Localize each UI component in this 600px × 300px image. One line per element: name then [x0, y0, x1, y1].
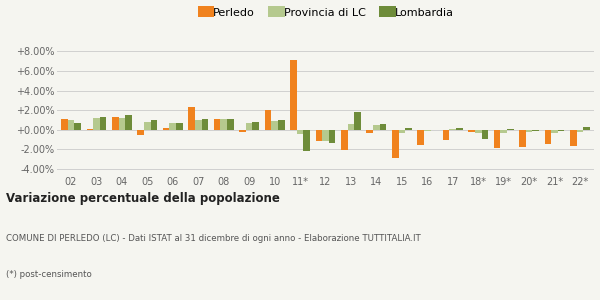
Bar [380, 124, 386, 130]
Bar [551, 130, 558, 133]
Bar [545, 130, 551, 144]
Bar [176, 123, 183, 130]
Bar [519, 130, 526, 146]
Bar [468, 130, 475, 132]
Bar [405, 128, 412, 130]
Bar [494, 130, 500, 148]
Bar [577, 130, 583, 132]
Bar [239, 130, 246, 132]
Bar [507, 129, 514, 130]
Bar [202, 119, 208, 130]
Bar [526, 130, 532, 132]
Bar [418, 130, 424, 145]
Bar [68, 120, 74, 130]
Legend: Perledo, Provincia di LC, Lombardia: Perledo, Provincia di LC, Lombardia [193, 4, 458, 23]
Bar [392, 130, 398, 158]
Bar [482, 130, 488, 139]
Bar [475, 130, 482, 133]
Bar [570, 130, 577, 146]
Bar [347, 124, 354, 130]
Bar [144, 122, 151, 130]
Bar [86, 129, 93, 130]
Bar [220, 119, 227, 130]
Bar [367, 130, 373, 133]
Bar [246, 123, 253, 130]
Bar [304, 130, 310, 152]
Bar [398, 130, 405, 133]
Bar [100, 117, 106, 130]
Bar [151, 120, 157, 130]
Bar [227, 119, 233, 130]
Text: Variazione percentuale della popolazione: Variazione percentuale della popolazione [6, 192, 280, 205]
Bar [449, 129, 456, 130]
Bar [297, 130, 304, 134]
Bar [500, 130, 507, 133]
Bar [163, 128, 169, 130]
Text: (*) post-censimento: (*) post-censimento [6, 270, 92, 279]
Text: COMUNE DI PERLEDO (LC) - Dati ISTAT al 31 dicembre di ogni anno - Elaborazione T: COMUNE DI PERLEDO (LC) - Dati ISTAT al 3… [6, 234, 421, 243]
Bar [271, 121, 278, 130]
Bar [316, 130, 322, 141]
Bar [583, 127, 590, 130]
Bar [558, 130, 565, 131]
Bar [456, 128, 463, 130]
Bar [443, 130, 449, 140]
Bar [74, 123, 81, 130]
Bar [329, 130, 335, 142]
Bar [278, 120, 284, 130]
Bar [290, 60, 297, 130]
Bar [137, 130, 144, 135]
Bar [322, 130, 329, 141]
Bar [354, 112, 361, 130]
Bar [188, 107, 195, 130]
Bar [169, 123, 176, 130]
Bar [125, 115, 132, 130]
Bar [195, 120, 202, 130]
Bar [214, 119, 220, 130]
Bar [424, 130, 431, 131]
Bar [373, 125, 380, 130]
Bar [61, 119, 68, 130]
Bar [253, 122, 259, 130]
Bar [341, 130, 347, 151]
Bar [112, 117, 119, 130]
Bar [93, 118, 100, 130]
Bar [532, 130, 539, 131]
Bar [119, 118, 125, 130]
Bar [265, 110, 271, 130]
